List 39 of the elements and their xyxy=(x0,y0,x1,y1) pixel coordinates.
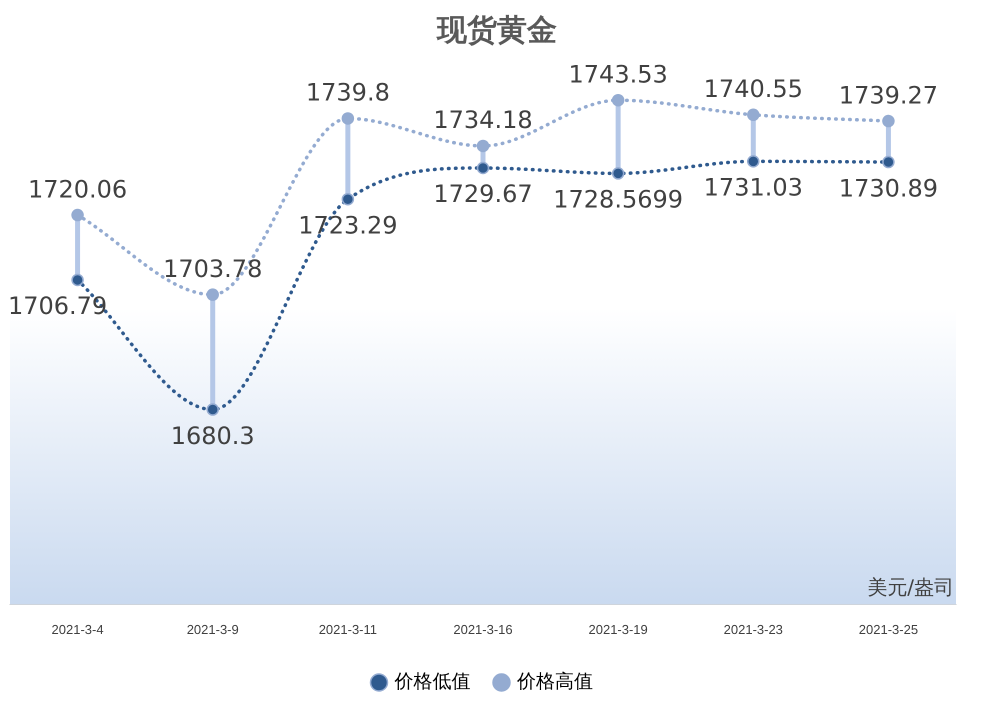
data-label: 1739.27 xyxy=(838,81,938,110)
data-label: 1740.55 xyxy=(704,75,803,104)
x-tick-label: 2021-3-19 xyxy=(588,622,648,637)
point xyxy=(71,274,84,286)
point xyxy=(612,167,624,180)
data-label: 1731.03 xyxy=(704,174,803,202)
x-tick-label: 2021-3-23 xyxy=(724,622,783,637)
x-tick-label: 2021-3-16 xyxy=(453,622,513,637)
x-tick-label: 2021-3-9 xyxy=(186,622,239,637)
point xyxy=(747,155,760,168)
legend-label: 价格高值 xyxy=(516,670,593,693)
data-label: 1734.18 xyxy=(433,106,533,134)
data-label: 1728.5699 xyxy=(553,186,684,214)
x-tick-label: 2021-3-25 xyxy=(858,622,918,637)
data-label: 1730.89 xyxy=(838,174,938,202)
data-label: 1729.67 xyxy=(433,180,533,208)
point xyxy=(747,108,760,122)
x-tick-label: 2021-3-11 xyxy=(318,622,378,637)
chart-title: 现货黄金 xyxy=(435,12,558,50)
point xyxy=(71,208,84,222)
x-tick-label: 2021-3-4 xyxy=(52,622,104,637)
point xyxy=(342,192,354,206)
data-label: 1743.53 xyxy=(568,60,668,88)
data-label: 1739.8 xyxy=(306,78,390,107)
text: 美元/盎司 xyxy=(867,574,954,601)
data-label: 1680.3 xyxy=(170,422,255,450)
point xyxy=(206,288,219,301)
point xyxy=(342,112,354,125)
point xyxy=(206,403,219,416)
point xyxy=(476,162,490,174)
point xyxy=(476,140,490,152)
point xyxy=(882,114,895,128)
data-label: 1703.78 xyxy=(163,254,262,283)
point xyxy=(612,94,624,106)
data-label: 1723.29 xyxy=(298,211,398,240)
data-label: 1706.79 xyxy=(8,292,108,320)
data-label: 1720.06 xyxy=(28,175,128,204)
point xyxy=(882,156,895,168)
legend-label: 价格低值 xyxy=(394,672,470,693)
